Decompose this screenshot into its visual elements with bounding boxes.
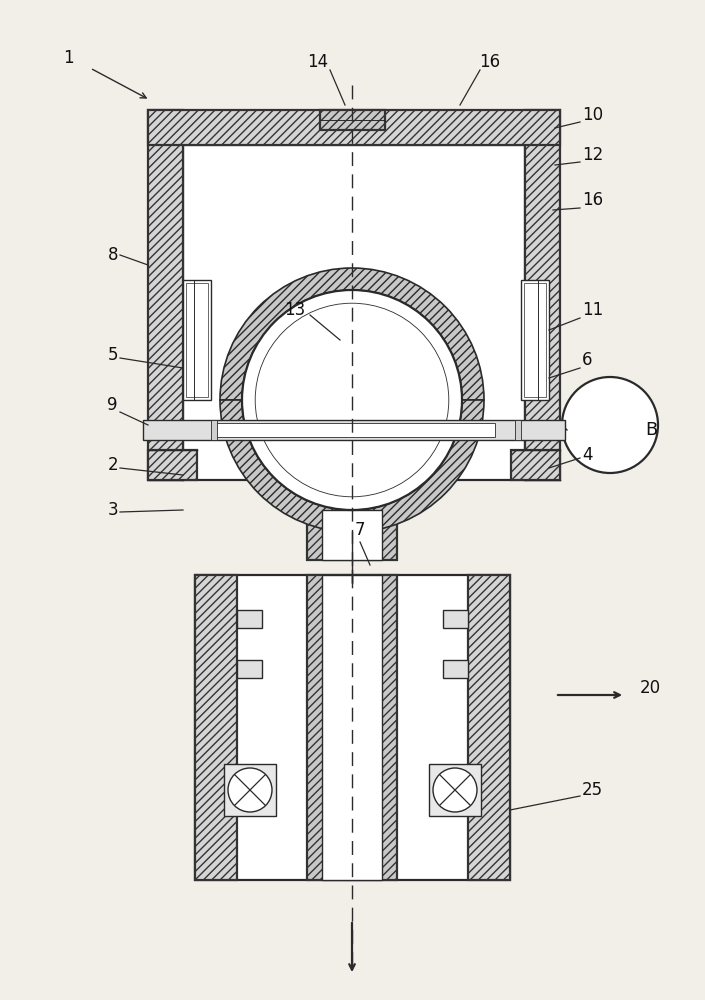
- Text: 11: 11: [582, 301, 603, 319]
- Bar: [322, 510, 382, 560]
- Circle shape: [562, 377, 658, 473]
- Text: 16: 16: [479, 53, 501, 71]
- Bar: [521, 280, 549, 400]
- Bar: [213, 423, 495, 437]
- Text: 14: 14: [307, 53, 329, 71]
- Bar: [195, 575, 237, 880]
- Text: 2: 2: [107, 456, 118, 474]
- Wedge shape: [220, 268, 484, 400]
- Text: 3: 3: [107, 501, 118, 519]
- Bar: [320, 110, 385, 130]
- Wedge shape: [220, 400, 484, 532]
- Bar: [515, 420, 521, 440]
- Bar: [237, 660, 262, 678]
- Text: 8: 8: [107, 246, 118, 264]
- Text: B: B: [645, 421, 657, 439]
- Bar: [307, 575, 397, 880]
- Bar: [443, 660, 468, 678]
- Text: 10: 10: [582, 106, 603, 124]
- Circle shape: [242, 290, 462, 510]
- Bar: [183, 280, 211, 400]
- Bar: [148, 110, 560, 145]
- Circle shape: [433, 768, 477, 812]
- Text: 13: 13: [284, 301, 306, 319]
- Bar: [143, 420, 565, 440]
- Bar: [186, 283, 208, 397]
- Bar: [511, 450, 560, 480]
- Text: 7: 7: [355, 521, 365, 539]
- Bar: [148, 450, 197, 480]
- Text: 25: 25: [582, 781, 603, 799]
- Text: 12: 12: [582, 146, 603, 164]
- Bar: [429, 764, 481, 816]
- Text: 1: 1: [63, 49, 73, 67]
- Bar: [183, 145, 525, 480]
- Bar: [525, 110, 560, 480]
- Bar: [148, 110, 183, 480]
- Bar: [468, 575, 510, 880]
- Bar: [443, 610, 468, 628]
- Text: 5: 5: [107, 346, 118, 364]
- Text: 9: 9: [107, 396, 118, 414]
- Bar: [224, 764, 276, 816]
- Bar: [322, 575, 382, 880]
- Bar: [307, 510, 397, 560]
- Circle shape: [228, 768, 272, 812]
- Text: 4: 4: [582, 446, 592, 464]
- Text: 16: 16: [582, 191, 603, 209]
- Text: 6: 6: [582, 351, 592, 369]
- Bar: [211, 420, 217, 440]
- Bar: [237, 610, 262, 628]
- Bar: [195, 575, 510, 880]
- Text: 20: 20: [640, 679, 661, 697]
- Bar: [524, 283, 546, 397]
